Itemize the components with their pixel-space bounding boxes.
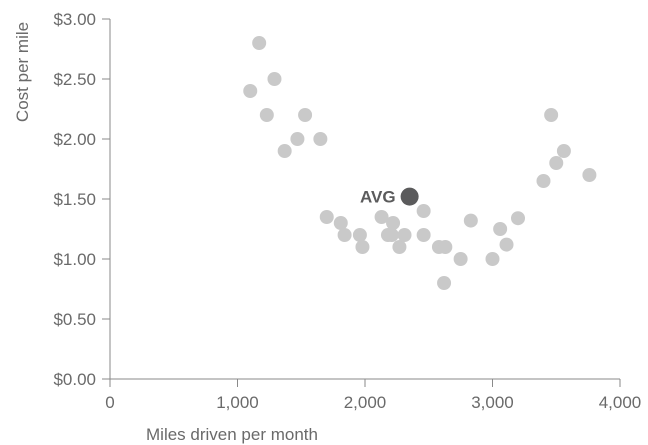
data-point — [556, 144, 571, 158]
x-tick-label: 0 — [105, 393, 114, 412]
data-point — [252, 36, 267, 50]
data-point — [544, 108, 559, 122]
data-point — [392, 240, 407, 254]
data-point — [333, 216, 348, 230]
data-point — [298, 108, 313, 122]
data-point — [416, 204, 431, 218]
data-point — [549, 156, 564, 170]
data-point — [453, 252, 468, 266]
data-point — [277, 144, 292, 158]
y-tick-label: $2.00 — [53, 130, 96, 149]
data-point — [386, 216, 401, 230]
data-points — [243, 36, 597, 290]
y-tick-label: $1.00 — [53, 250, 96, 269]
average-marker-group: AVG — [360, 187, 419, 207]
data-point — [416, 228, 431, 242]
y-tick-label: $0.00 — [53, 370, 96, 389]
data-point — [267, 72, 282, 86]
data-point — [243, 84, 258, 98]
average-point — [400, 187, 419, 206]
y-tick-label: $2.50 — [53, 70, 96, 89]
data-point — [536, 174, 551, 188]
data-point — [384, 228, 399, 242]
data-point — [352, 228, 367, 242]
average-label: AVG — [360, 188, 396, 207]
y-tick-label: $3.00 — [53, 10, 96, 29]
y-tick-label: $0.50 — [53, 310, 96, 329]
x-tick-label: 1,000 — [216, 393, 259, 412]
data-point — [355, 240, 370, 254]
data-point — [319, 210, 334, 224]
data-point — [313, 132, 328, 146]
x-tick-label: 2,000 — [344, 393, 387, 412]
x-axis-label: Miles driven per month — [146, 425, 318, 444]
data-point — [438, 240, 453, 254]
data-point — [511, 211, 525, 226]
data-point — [582, 168, 597, 182]
data-point — [493, 222, 508, 236]
data-point — [374, 210, 389, 224]
data-point — [437, 276, 452, 290]
x-tick-label: 3,000 — [471, 393, 514, 412]
data-point — [397, 228, 412, 242]
data-point — [499, 237, 514, 252]
x-tick-label: 4,000 — [599, 393, 642, 412]
data-point — [463, 213, 478, 228]
y-tick-label: $1.50 — [53, 190, 96, 209]
data-point — [259, 108, 274, 122]
axes: $0.00 $0.50 $1.00 $1.50 $2.00 $2.50 $3.00 0 1,00… — [53, 10, 641, 412]
data-point — [485, 252, 500, 266]
data-point — [337, 228, 352, 242]
data-point — [290, 132, 305, 146]
y-axis-label: Cost per mile — [13, 22, 32, 122]
